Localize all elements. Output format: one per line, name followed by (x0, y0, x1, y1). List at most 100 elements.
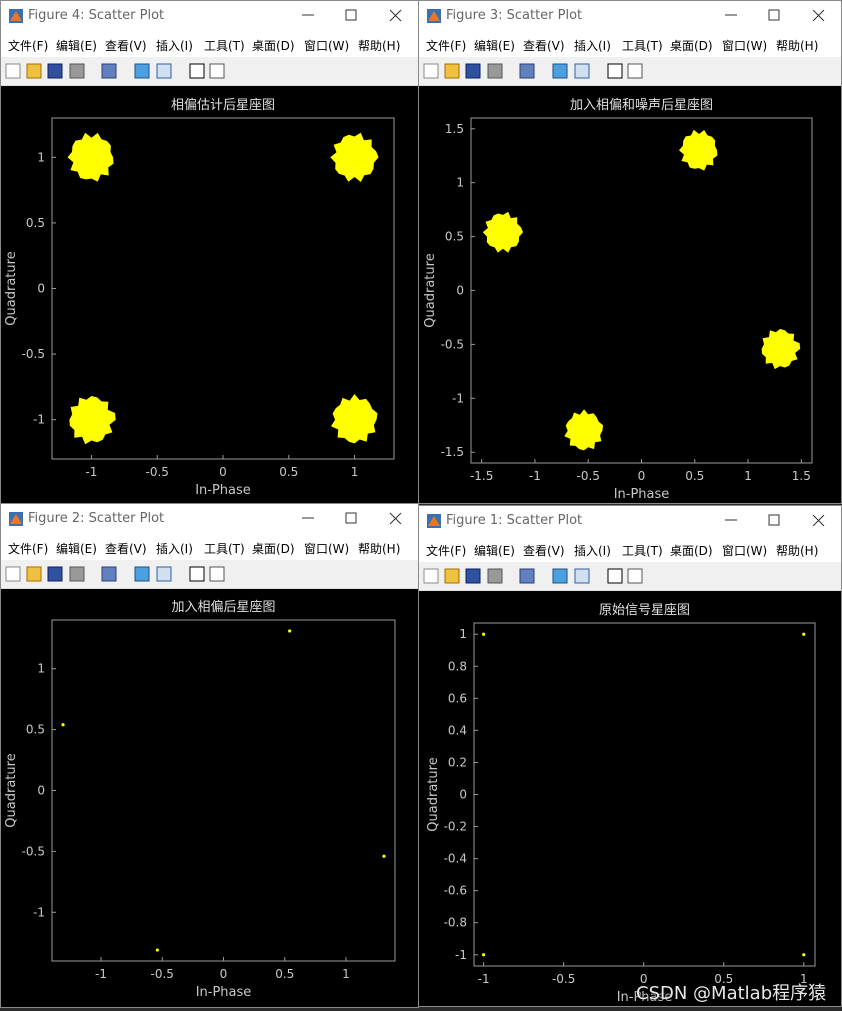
toolbar-button[interactable] (487, 63, 503, 79)
x-tick-label: 0 (638, 469, 646, 483)
menu-bar: 文件(F) 编辑(E) 查看(V) 插入(I) 工具(T) 桌面(D) 窗口(W) 帮助(H) (419, 31, 841, 57)
toolbar-button[interactable] (156, 63, 172, 79)
toolbar-button[interactable] (487, 568, 503, 584)
menu-item[interactable]: 插入(I) (156, 39, 193, 53)
toolbar-button[interactable] (101, 63, 117, 79)
x-tick-label: 0.5 (714, 972, 733, 986)
x-tick-label: 0.5 (279, 465, 298, 479)
menu-item[interactable]: 查看(V) (523, 39, 565, 53)
maximize-button[interactable] (768, 514, 780, 526)
menu-item[interactable]: 桌面(D) (252, 542, 295, 556)
menu-item[interactable]: 文件(F) (8, 542, 49, 556)
menu-item[interactable]: 编辑(E) (474, 39, 515, 53)
toolbar-icons (423, 63, 643, 79)
toolbar-button[interactable] (5, 566, 21, 582)
toolbar-button[interactable] (607, 568, 623, 584)
menu-item[interactable]: 编辑(E) (56, 39, 97, 53)
close-button[interactable] (812, 514, 825, 527)
menu-item[interactable]: 编辑(E) (474, 544, 515, 558)
menu-item[interactable]: 文件(F) (426, 544, 467, 558)
toolbar-button[interactable] (423, 568, 439, 584)
menu-item[interactable]: 窗口(W) (722, 544, 768, 558)
toolbar-icons (5, 566, 225, 582)
toolbar-button[interactable] (189, 63, 205, 79)
toolbar-button[interactable] (519, 63, 535, 79)
maximize-button[interactable] (345, 9, 357, 21)
toolbar-button[interactable] (134, 63, 150, 79)
chart-title: 原始信号星座图 (599, 603, 690, 618)
menu-item[interactable]: 编辑(E) (56, 542, 97, 556)
toolbar-button[interactable] (101, 566, 117, 582)
x-axis-label: In-Phase (614, 487, 670, 502)
toolbar-button[interactable] (574, 63, 590, 79)
toolbar-button[interactable] (156, 566, 172, 582)
toolbar-button[interactable] (5, 63, 21, 79)
y-axis-label: Quadrature (4, 251, 19, 325)
toolbar-button[interactable] (69, 566, 85, 582)
toolbar-button[interactable] (69, 63, 85, 79)
menu-item[interactable]: 插入(I) (574, 39, 611, 53)
maximize-button[interactable] (768, 9, 780, 21)
toolbar-button[interactable] (209, 566, 225, 582)
point-cluster (67, 132, 114, 182)
point-cluster (330, 132, 379, 182)
toolbar-button[interactable] (47, 566, 63, 582)
menu-item[interactable]: 帮助(H) (776, 544, 819, 558)
y-tick-label: 1 (456, 176, 464, 190)
x-tick-label: -0.5 (146, 465, 169, 479)
menu-item[interactable]: 工具(T) (204, 542, 245, 556)
point (802, 632, 806, 636)
close-button[interactable] (812, 9, 825, 22)
toolbar-button[interactable] (209, 63, 225, 79)
toolbar-button[interactable] (607, 63, 623, 79)
menu-item[interactable]: 插入(I) (156, 542, 193, 556)
toolbar-button[interactable] (552, 568, 568, 584)
close-button[interactable] (389, 9, 402, 22)
toolbar-button[interactable] (444, 63, 460, 79)
menu-item[interactable]: 查看(V) (105, 39, 147, 53)
menu-item[interactable]: 帮助(H) (776, 39, 819, 53)
app-icon-peak (428, 516, 440, 526)
toolbar-button[interactable] (26, 566, 42, 582)
menu-item[interactable]: 桌面(D) (252, 39, 295, 53)
menu-item[interactable]: 桌面(D) (670, 39, 713, 53)
menu-item[interactable]: 工具(T) (204, 39, 245, 53)
toolbar-button[interactable] (574, 568, 590, 584)
close-button[interactable] (389, 512, 402, 525)
menu-item[interactable]: 桌面(D) (670, 544, 713, 558)
menu-item[interactable]: 工具(T) (622, 544, 663, 558)
toolbar-button[interactable] (444, 568, 460, 584)
toolbar-button[interactable] (465, 63, 481, 79)
toolbar-button[interactable] (134, 566, 150, 582)
x-tick-label: -0.5 (151, 967, 174, 981)
toolbar-button[interactable] (552, 63, 568, 79)
toolbar-button[interactable] (627, 63, 643, 79)
toolbar-button[interactable] (627, 568, 643, 584)
menu-item[interactable]: 窗口(W) (304, 542, 350, 556)
toolbar-button[interactable] (189, 566, 205, 582)
point-cluster (564, 409, 604, 451)
toolbar-button[interactable] (47, 63, 63, 79)
menu-item[interactable]: 插入(I) (574, 544, 611, 558)
toolbar-button[interactable] (423, 63, 439, 79)
menu-item[interactable]: 工具(T) (622, 39, 663, 53)
window-title: Figure 2: Scatter Plot (28, 511, 165, 526)
toolbar-button[interactable] (465, 568, 481, 584)
menu-item[interactable]: 文件(F) (8, 39, 49, 53)
menu-item[interactable]: 查看(V) (523, 544, 565, 558)
menu-item[interactable]: 窗口(W) (722, 39, 768, 53)
menu-item[interactable]: 文件(F) (426, 39, 467, 53)
figure-window: Figure 2: Scatter Plot 文件(F) 编辑(E) 查看(V) 插入(… (0, 503, 419, 1008)
menu-item[interactable]: 帮助(H) (358, 542, 401, 556)
menu-item[interactable]: 查看(V) (105, 542, 147, 556)
menu-item[interactable]: 窗口(W) (304, 39, 350, 53)
app-icon-peak (10, 514, 22, 524)
toolbar-button[interactable] (519, 568, 535, 584)
y-tick-label: 0 (37, 784, 45, 798)
maximize-button[interactable] (345, 512, 357, 524)
menu-item[interactable]: 帮助(H) (358, 39, 401, 53)
title-bar: Figure 3: Scatter Plot (419, 1, 841, 31)
y-tick-label: -1 (33, 905, 45, 919)
toolbar-button[interactable] (26, 63, 42, 79)
x-tick-label: -1 (529, 469, 541, 483)
